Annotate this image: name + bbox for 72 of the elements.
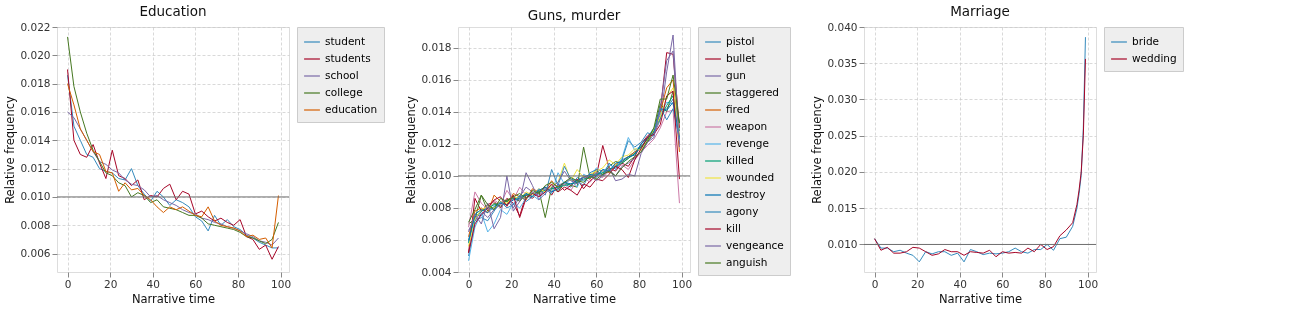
legend-label: college: [325, 86, 363, 98]
x-tick-label: 60: [996, 277, 1010, 290]
y-tick-label: 0.025: [827, 129, 858, 142]
legend-label: wounded: [726, 171, 775, 183]
x-tick-label: 60: [189, 277, 203, 290]
y-axis-title: Relative frequency: [810, 95, 825, 204]
x-tick-label: 80: [1038, 277, 1053, 290]
x-tick-label: 100: [271, 277, 292, 290]
x-tick-label: 40: [146, 277, 160, 290]
x-tick-label: 40: [547, 277, 561, 290]
y-tick-label: 0.020: [827, 165, 858, 178]
chart-title: Education: [139, 2, 207, 19]
y-tick-label: 0.010: [421, 169, 452, 182]
legend-label: pistol: [726, 35, 755, 47]
legend-label: revenge: [726, 137, 769, 149]
legend-label: bullet: [726, 52, 756, 64]
y-tick-label: 0.035: [827, 56, 858, 69]
y-tick-label: 0.006: [20, 247, 51, 260]
y-tick-label: 0.040: [827, 20, 858, 33]
y-tick-label: 0.006: [421, 233, 452, 246]
y-tick-label: 0.020: [20, 48, 51, 61]
x-tick-label: 100: [672, 277, 693, 290]
legend-label: destroy: [726, 188, 766, 200]
legend-label: anguish: [726, 256, 768, 268]
x-tick-label: 20: [103, 277, 118, 290]
legend-label: gun: [726, 69, 746, 81]
x-tick-label: 0: [871, 277, 879, 290]
y-tick-label: 0.004: [421, 265, 452, 278]
y-tick-label: 0.014: [421, 105, 452, 118]
y-tick-label: 0.012: [421, 137, 452, 150]
y-tick-label: 0.018: [20, 77, 51, 90]
x-tick-label: 20: [504, 277, 519, 290]
legend-label: bride: [1132, 35, 1160, 47]
y-tick-label: 0.015: [827, 201, 858, 214]
y-tick-label: 0.022: [20, 20, 51, 33]
y-tick-label: 0.008: [20, 218, 51, 231]
x-tick-label: 20: [910, 277, 925, 290]
x-tick-label: 0: [64, 277, 72, 290]
y-tick-label: 0.016: [421, 73, 452, 86]
legend-label: wedding: [1132, 52, 1177, 64]
x-axis-title: Narrative time: [532, 292, 617, 306]
legend-label: vengeance: [726, 239, 784, 251]
legend-label: student: [325, 35, 366, 47]
chart-title: Guns, murder: [527, 7, 621, 23]
y-tick-label: 0.018: [421, 41, 452, 54]
x-tick-label: 40: [953, 277, 967, 290]
x-axis-title: Narrative time: [131, 292, 216, 306]
legend-label: school: [325, 69, 359, 81]
x-tick-label: 80: [632, 277, 647, 290]
chart-title: Marriage: [950, 2, 1010, 19]
legend-label: weapon: [726, 120, 768, 132]
y-tick-label: 0.014: [20, 133, 51, 146]
x-tick-label: 0: [465, 277, 473, 290]
legend-label: staggered: [726, 86, 780, 98]
x-tick-label: 60: [590, 277, 604, 290]
y-axis-title: Relative frequency: [3, 95, 18, 204]
legend-label: kill: [726, 222, 741, 234]
y-axis-title: Relative frequency: [404, 95, 419, 204]
legend-label: agony: [726, 205, 759, 217]
legend-label: fired: [726, 103, 750, 115]
y-tick-label: 0.012: [20, 162, 51, 175]
y-tick-label: 0.010: [827, 237, 858, 250]
legend-label: killed: [726, 154, 754, 166]
y-tick-label: 0.016: [20, 105, 51, 118]
y-tick-label: 0.030: [827, 92, 858, 105]
y-tick-label: 0.008: [421, 201, 452, 214]
y-tick-label: 0.010: [20, 190, 51, 203]
x-tick-label: 100: [1078, 277, 1099, 290]
x-tick-label: 80: [231, 277, 246, 290]
legend-label: education: [325, 103, 378, 115]
legend-label: students: [325, 52, 371, 64]
x-axis-title: Narrative time: [938, 292, 1023, 306]
